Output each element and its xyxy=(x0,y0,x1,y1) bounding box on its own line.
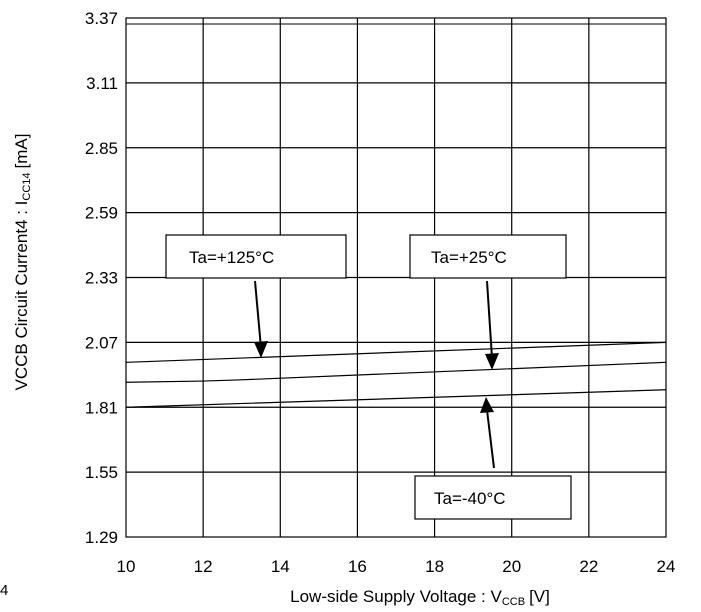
x-tick-label: 20 xyxy=(502,557,521,576)
x-tick-label: 16 xyxy=(348,557,367,576)
y-tick-label: 2.59 xyxy=(85,204,118,223)
y-tick-label: 2.33 xyxy=(85,269,118,288)
x-tick-label: 12 xyxy=(194,557,213,576)
arrow-line xyxy=(486,280,493,359)
arrow-line xyxy=(486,409,495,469)
y-tick-label: 1.29 xyxy=(85,528,118,547)
series-line-1 xyxy=(125,341,667,363)
x-tick-label: 18 xyxy=(425,557,444,576)
callout-box xyxy=(414,475,572,520)
y-tick-label: 3.11 xyxy=(86,74,118,93)
callout-box xyxy=(165,234,347,279)
y-tick-label: 1.81 xyxy=(85,398,118,417)
callout-ta-25: Ta=+25°C xyxy=(409,234,567,370)
plot-frame xyxy=(125,17,667,538)
x-tick-label: 24 xyxy=(657,557,676,576)
x-tick-label: 10 xyxy=(117,557,136,576)
y-tick-label: 2.85 xyxy=(85,139,118,158)
callout-label-ta-125: Ta=+125°C xyxy=(189,248,274,267)
series-line-3 xyxy=(125,389,667,408)
y-tick-label: 2.07 xyxy=(85,333,118,352)
arrow-head xyxy=(485,353,499,370)
arrow-head xyxy=(254,341,268,358)
x-axis-title: Low-side Supply Voltage : VCCB [V] xyxy=(290,587,550,608)
x-tick-labels: 10 12 14 16 18 20 22 24 xyxy=(117,557,676,576)
arrow-head xyxy=(480,397,494,413)
callout-box xyxy=(409,234,567,279)
y-tick-label: 1.55 xyxy=(85,463,118,482)
y-tick-label: 3.37 xyxy=(85,9,118,28)
series-line-2 xyxy=(125,361,667,383)
series-lines xyxy=(125,341,667,408)
callout-ta-minus-40: Ta=-40°C xyxy=(414,397,572,520)
callout-label-ta-minus-40: Ta=-40°C xyxy=(434,489,506,508)
stray-page-label: 4 xyxy=(0,582,9,599)
arrow-line xyxy=(254,280,262,349)
callout-ta-125: Ta=+125°C xyxy=(165,234,347,358)
callout-label-ta-25: Ta=+25°C xyxy=(431,248,507,267)
x-tick-label: 22 xyxy=(579,557,598,576)
y-tick-labels: 1.29 1.55 1.81 2.07 2.33 2.59 2.85 3.11 3.37 xyxy=(85,9,118,547)
x-tick-label: 14 xyxy=(271,557,290,576)
y-axis-title: VCCB Circuit Current4 : ICC14[mA] xyxy=(12,134,33,391)
